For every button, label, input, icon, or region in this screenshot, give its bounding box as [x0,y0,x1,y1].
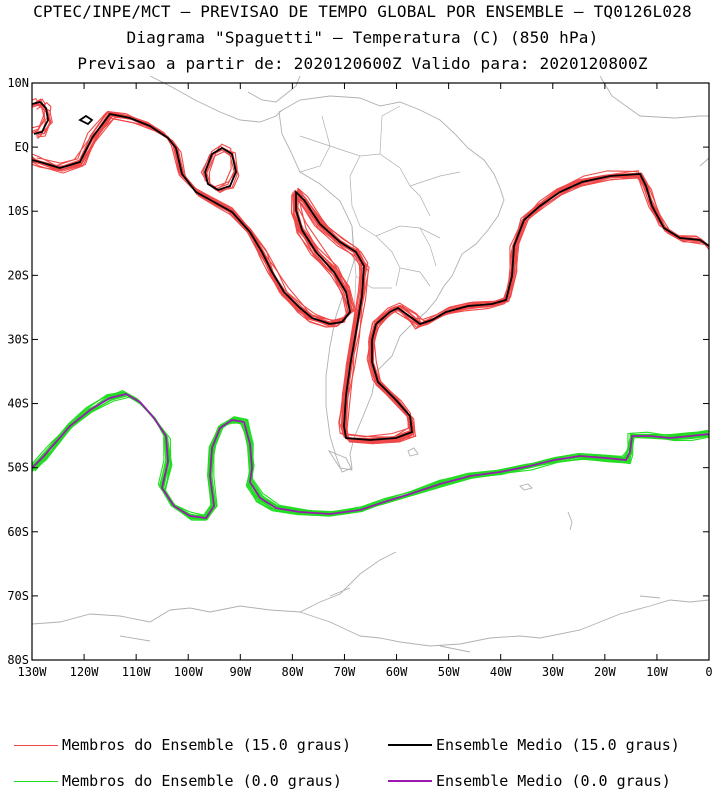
member-contours-0C [31,389,710,521]
member-contour [31,97,46,140]
coastline-layer [31,76,710,653]
lon-tick-label: 100W [174,665,204,679]
ensemble-mean-0C [31,393,710,519]
tierra-del-fuego [327,450,353,471]
member-contour [31,114,708,443]
ensemble-mean-15C-west [31,113,710,441]
member-contour [31,116,707,445]
member-contour [31,98,46,134]
lon-tick-label: 10W [646,665,668,679]
member-contour [31,115,709,442]
central-america-coast [149,76,301,123]
lat-tick-label: 70S [7,589,29,603]
member-contour [31,115,707,443]
member-contour [34,110,709,440]
lon-tick-label: 110W [122,665,152,679]
south-america-coast [278,95,505,473]
legend-swatch [388,744,432,746]
member-contour [32,117,710,438]
falklands [407,447,419,457]
member-contour [31,102,52,129]
lon-tick-label: 20W [594,665,616,679]
antarctica-coast [31,551,710,653]
legend-label: Membros do Ensemble (0.0 graus) [62,772,342,790]
title-line-3: Previsao a partir de: 2020120600Z Valido… [77,54,648,73]
lat-tick-label: 20S [7,268,29,282]
member-contour [31,394,709,518]
lat-tick-label: 50S [7,461,29,475]
legend-swatch [388,780,432,782]
ensemble-mean-15C-loop-a [204,146,237,191]
member-contour [31,112,705,445]
member-contour [31,115,708,444]
south-georgia [519,483,533,491]
member-contour [31,111,709,442]
member-contour [31,114,710,441]
title-line-1: CPTEC/INPE/MCT – PREVISAO DE TEMPO GLOBA… [33,2,692,21]
lon-tick-label: 0 [705,665,712,679]
lon-tick-label: 130W [18,665,48,679]
legend-swatch [14,780,58,782]
legend-label: Membros do Ensemble (15.0 graus) [62,736,351,754]
title-line-2: Diagrama "Spaguetti" – Temperatura (C) (… [126,28,599,47]
legend-item-mean-15: Ensemble Medio (15.0 graus) [388,736,680,754]
ensemble-mean-15C-loop-b [31,101,49,135]
spaghetti-map: 10N EQ 10S 20S 30S 40S 50S 60S 70S 80S 130W 120W 11… [7,76,713,679]
ensemble-mean-15C-loop-c [78,114,94,126]
lat-tick-label: 80S [7,653,29,667]
legend-label: Ensemble Medio (15.0 graus) [436,736,680,754]
lat-tick-label: EQ [15,140,29,154]
legend-item-mean-0: Ensemble Medio (0.0 graus) [388,772,671,790]
lon-tick-label: 70W [334,665,356,679]
africa-coast [599,76,710,167]
lon-tick-label: 80W [282,665,304,679]
legend-swatch [14,744,58,746]
member-contour [33,111,710,439]
member-contours-15C [31,97,710,445]
sandwich-islands [567,511,573,531]
lat-tick-label: 10N [7,76,29,90]
lon-tick-label: 30W [542,665,564,679]
map-frame [31,82,710,661]
lon-tick-label: 90W [229,665,251,679]
lat-tick-label: 60S [7,525,29,539]
legend-label: Ensemble Medio (0.0 graus) [436,772,671,790]
lat-tick-label: 30S [7,332,29,346]
lon-tick-label: 40W [490,665,512,679]
lon-tick-label: 60W [386,665,408,679]
legend-item-member-15: Membros do Ensemble (15.0 graus) [14,736,351,754]
legend-item-member-0: Membros do Ensemble (0.0 graus) [14,772,342,790]
member-contour [31,118,710,442]
lon-tick-label: 120W [70,665,100,679]
lat-tick-label: 40S [7,397,29,411]
lon-tick-label: 50W [438,665,460,679]
lat-tick-label: 10S [7,204,29,218]
